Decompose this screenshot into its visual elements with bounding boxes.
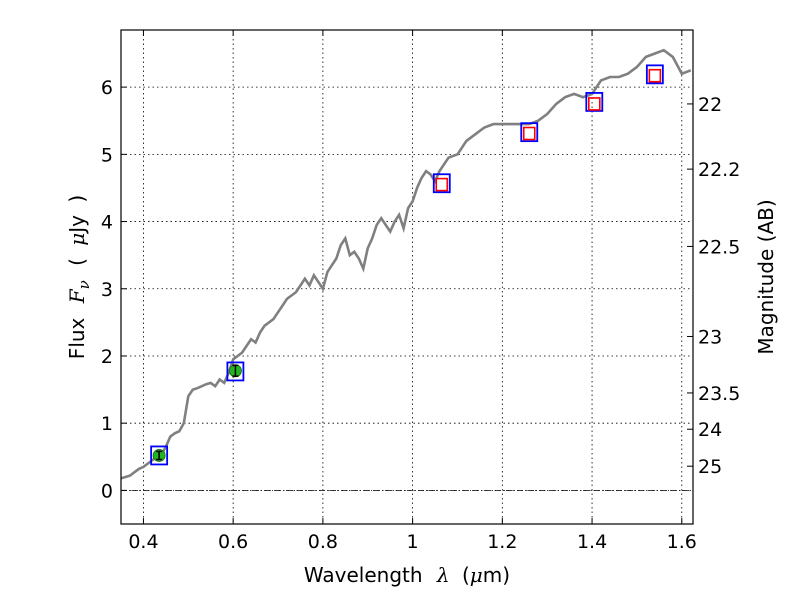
x-tick-labels: 0.4 0.6 0.8 1 1.2 1.4 1.6 [128,531,697,553]
plot-frame [120,29,694,525]
y-tick-label: 2 [101,346,113,368]
magnitude-tick-label: 22.5 [698,236,740,258]
magnitude-tick-label: 22.2 [698,159,740,181]
x-tick-label: 0.8 [308,531,338,553]
x-tick-label: 1.2 [487,531,517,553]
observed-photometry-marker [588,97,601,111]
y-axis-title-unit-open: ( [65,258,89,266]
x-axis-title-symbol: λ [436,563,450,587]
x-axis-title-unit-mu: μ [470,563,483,587]
model-photometry-marker [432,173,451,194]
magnitude-tick-label: 25 [698,456,722,478]
model-photometry-marker [150,445,169,466]
y-axis-title: Flux Fν ( μJy ) [65,195,94,359]
model-photometry-marker [520,122,539,143]
x-tick-label: 1.6 [667,531,697,553]
y2-axis-title: Magnitude (AB) [754,199,778,354]
x-tick-label: 0.4 [128,531,158,553]
y-tick-labels: 0 1 2 3 4 5 6 [101,77,113,502]
magnitude-tick-label: 23 [698,326,722,348]
y-axis-title-unit-close: ) [65,195,89,203]
magnitude-tick-label: 23.5 [698,383,740,405]
y-tick-label: 5 [101,144,113,166]
y-axis-title-symbol: F [65,288,89,304]
observed-photometry-marker [522,126,536,141]
y-axis-title-prefix: Flux [65,317,89,359]
y-axis-title-unit-mu: μ [65,233,89,246]
model-photometry-marker [585,92,604,112]
photometry-markers [150,64,664,466]
magnitude-tick-label: 22 [698,94,722,116]
y-tick-label: 1 [101,413,113,435]
axis-ticks [121,30,693,524]
x-tick-label: 0.6 [218,531,248,553]
x-tick-label: 1 [407,531,419,553]
model-photometry-marker [226,361,245,382]
model-spectrum-line [121,48,692,480]
y-tick-label: 6 [101,77,113,99]
model-photometry-marker [645,64,664,85]
magnitude-tick-label: 24 [698,419,722,441]
y-axis-title-subscript: ν [75,280,93,289]
y-tick-label: 3 [101,279,113,301]
magnitude-tick-labels: 22 22.2 22.5 23 23.5 24 25 [698,94,740,478]
y-tick-label: 0 [101,480,113,502]
grid-lines [121,30,693,524]
x-axis-title-unit-rest: m) [483,563,510,587]
x-axis-title: Wavelength λ (μm) [304,563,510,587]
x-axis-title-unit-open: ( [462,563,470,587]
observed-photometry-marker [435,177,449,192]
x-axis-title-prefix: Wavelength [304,563,423,587]
y-axis-title-unit-rest: Jy [65,215,89,235]
observed-photometry-marker [648,68,662,83]
x-tick-label: 1.4 [577,531,607,553]
y-tick-label: 4 [101,212,113,234]
